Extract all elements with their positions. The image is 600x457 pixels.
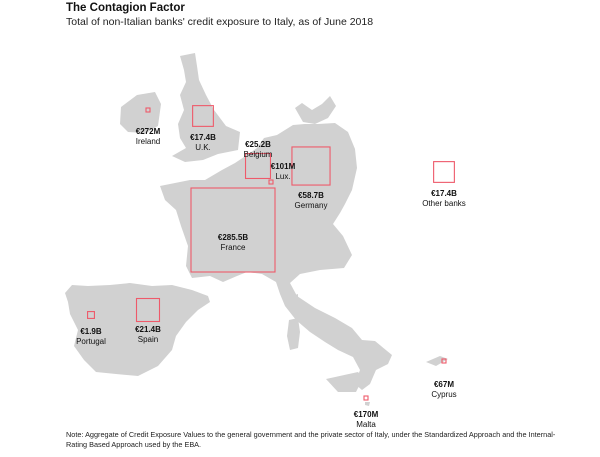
country-label-france: France	[221, 243, 246, 252]
value-label-france: €285.5B	[218, 233, 248, 242]
exposure-markers	[87, 105, 455, 401]
value-label-u-k: €17.4B	[190, 133, 216, 142]
marker-portugal	[87, 311, 95, 319]
value-label-cyprus: €67M	[434, 380, 454, 389]
country-label-belgium: Belgium	[244, 150, 273, 159]
cyprus-shape	[426, 356, 448, 366]
north-shape	[295, 96, 336, 124]
malta-shape	[365, 402, 370, 406]
sicily-shape	[326, 372, 363, 392]
country-label-spain: Spain	[138, 335, 158, 344]
marker-france	[190, 187, 276, 273]
value-label-other-banks: €17.4B	[431, 189, 457, 198]
marker-u-k	[192, 105, 214, 127]
value-label-germany: €58.7B	[298, 191, 324, 200]
value-label-ireland: €272M	[136, 127, 161, 136]
iberia-shape	[65, 283, 210, 376]
country-label-other-banks: Other banks	[422, 199, 466, 208]
corsica-shape	[292, 294, 298, 312]
marker-other-banks	[433, 161, 455, 183]
chart-subtitle: Total of non-Italian banks' credit expos…	[66, 16, 374, 28]
marker-malta	[363, 395, 369, 401]
country-label-cyprus: Cyprus	[431, 390, 456, 399]
sardinia-shape	[287, 318, 300, 350]
country-label-malta: Malta	[356, 420, 376, 429]
marker-germany	[291, 146, 331, 186]
marker-cyprus	[441, 358, 447, 364]
country-label-lux: Lux.	[275, 172, 290, 181]
land-shapes	[65, 53, 448, 406]
value-label-spain: €21.4B	[135, 325, 161, 334]
ireland-shape	[120, 92, 161, 133]
value-label-portugal: €1.9B	[80, 327, 102, 336]
continent-shape	[160, 123, 392, 390]
value-label-lux: €101M	[271, 162, 296, 171]
country-label-ireland: Ireland	[136, 137, 160, 146]
marker-spain	[135, 297, 161, 323]
marker-belgium	[244, 152, 272, 180]
chart-title: The Contagion Factor	[66, 2, 185, 14]
footnote: Note: Aggregate of Credit Exposure Value…	[66, 430, 556, 449]
country-label-u-k: U.K.	[195, 143, 211, 152]
great-britain-shape	[172, 53, 240, 162]
marker-ireland	[145, 107, 151, 113]
country-label-germany: Germany	[295, 201, 328, 210]
marker-lux	[268, 179, 274, 185]
country-label-portugal: Portugal	[76, 337, 106, 346]
value-label-malta: €170M	[354, 410, 379, 419]
value-label-belgium: €25.2B	[245, 140, 271, 149]
